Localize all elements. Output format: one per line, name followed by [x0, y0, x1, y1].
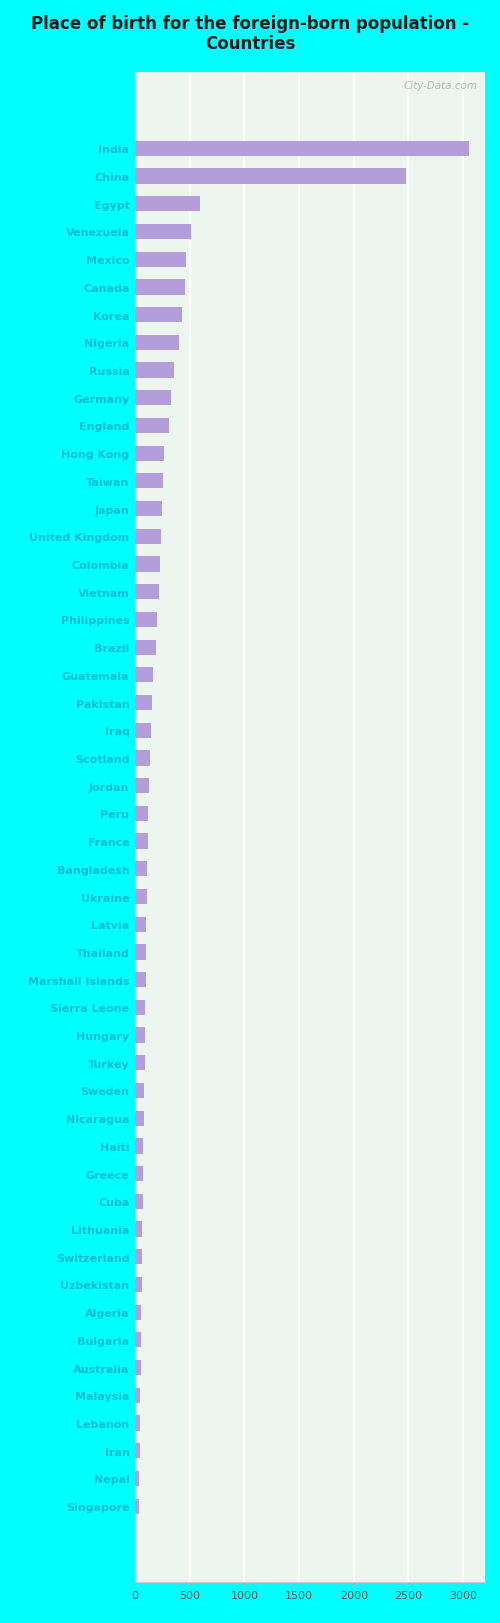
Bar: [135, 391, 170, 406]
Text: City-Data.com: City-Data.com: [404, 81, 478, 91]
Bar: [135, 667, 153, 683]
Bar: [135, 972, 145, 988]
Bar: [135, 639, 156, 656]
Bar: [135, 584, 158, 601]
Bar: [135, 889, 147, 904]
Bar: [135, 1110, 144, 1126]
Bar: [135, 281, 186, 295]
Bar: [135, 1277, 141, 1292]
Bar: [135, 724, 150, 738]
Text: Place of birth for the foreign-born population -
Countries: Place of birth for the foreign-born popu…: [31, 15, 469, 54]
Bar: [135, 1250, 142, 1264]
Bar: [135, 1388, 140, 1402]
Bar: [135, 224, 191, 240]
Bar: [135, 364, 174, 378]
Bar: [135, 1332, 141, 1347]
Bar: [135, 779, 149, 794]
Bar: [135, 696, 152, 711]
Bar: [135, 917, 146, 932]
Bar: [135, 169, 406, 185]
Bar: [135, 1415, 140, 1431]
Bar: [135, 834, 148, 849]
Bar: [135, 945, 146, 959]
Bar: [135, 1083, 144, 1099]
Bar: [135, 612, 157, 628]
Bar: [135, 308, 182, 323]
Bar: [135, 1360, 140, 1375]
Bar: [135, 1139, 143, 1154]
Bar: [135, 446, 164, 461]
Bar: [135, 141, 468, 157]
Bar: [135, 529, 160, 545]
Bar: [135, 751, 150, 766]
Bar: [135, 1470, 140, 1487]
Bar: [135, 1222, 142, 1237]
Bar: [135, 1000, 145, 1016]
Bar: [135, 1055, 144, 1071]
Bar: [135, 1167, 143, 1182]
Bar: [135, 807, 148, 821]
Bar: [135, 1305, 141, 1319]
Bar: [135, 1498, 139, 1514]
Bar: [135, 1195, 142, 1209]
Bar: [135, 557, 160, 573]
Bar: [135, 253, 186, 268]
Bar: [135, 196, 200, 213]
Bar: [135, 1027, 145, 1044]
Bar: [135, 502, 162, 516]
Bar: [135, 1443, 140, 1459]
Bar: [135, 419, 170, 433]
Bar: [135, 336, 179, 351]
Bar: [135, 474, 163, 489]
Bar: [135, 862, 147, 876]
